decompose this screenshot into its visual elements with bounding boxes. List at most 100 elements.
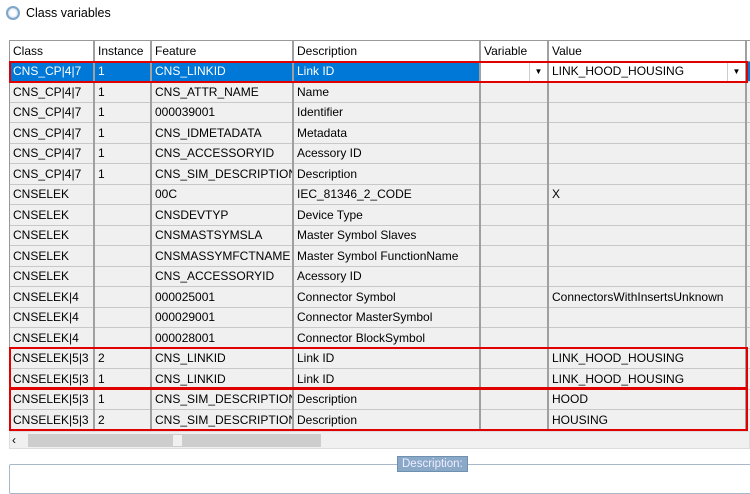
table-row[interactable]: CNSELEK 00C IEC_81346_2_CODE X: [10, 184, 750, 205]
table-cell[interactable]: Acessory ID: [293, 266, 481, 287]
checkbox-cell[interactable]: [746, 163, 750, 185]
table-cell[interactable]: 000029001: [151, 307, 294, 328]
table-cell[interactable]: [480, 307, 549, 328]
table-row[interactable]: CNS_CP|4|7 1 CNS_LINKID Link ID ▼ LINK_HOOD_H…: [10, 61, 750, 82]
checkbox-cell[interactable]: [746, 245, 750, 267]
table-cell[interactable]: HOOD: [548, 389, 747, 410]
checkbox-cell[interactable]: [746, 143, 750, 164]
table-cell[interactable]: Acessory ID: [293, 143, 481, 164]
table-cell[interactable]: LINK_HOOD_HOUSING: [548, 348, 747, 369]
table-cell[interactable]: CNS_CP|4|7: [10, 102, 95, 123]
table-cell[interactable]: HOUSING: [548, 409, 747, 430]
checkbox-cell[interactable]: [746, 204, 750, 226]
table-cell[interactable]: IEC_81346_2_CODE: [293, 184, 481, 205]
table-cell[interactable]: CNS_LINKID: [151, 368, 294, 390]
table-cell[interactable]: [94, 184, 152, 205]
table-row[interactable]: CNSELEK|5|3 2 CNS_LINKID Link ID LINK_HOOD_H…: [10, 348, 750, 369]
table-cell[interactable]: [480, 204, 549, 226]
table-cell[interactable]: Name: [293, 81, 481, 103]
checkbox-cell[interactable]: [746, 348, 750, 369]
table-row[interactable]: CNSELEK|5|3 1 CNS_SIM_DESCRIPTION Descripti…: [10, 389, 750, 410]
table-cell[interactable]: CNSELEK|4: [10, 286, 95, 308]
checkbox-cell[interactable]: [746, 225, 750, 246]
table-cell[interactable]: 00C: [151, 184, 294, 205]
table-row[interactable]: CNSELEK CNS_ACCESSORYID Acessory ID: [10, 266, 750, 287]
table-row[interactable]: CNS_CP|4|7 1 000039001 Identifier: [10, 102, 750, 123]
checkbox-cell[interactable]: [746, 327, 750, 349]
column-header[interactable]: Description: [293, 41, 481, 62]
scrollbar-track[interactable]: [28, 434, 321, 447]
table-cell[interactable]: LINK_HOOD_HOUSING: [548, 368, 747, 390]
table-cell[interactable]: [480, 122, 549, 144]
table-cell[interactable]: CNSELEK|5|3: [10, 409, 95, 430]
table-cell[interactable]: CNSELEK: [10, 266, 95, 287]
column-header[interactable]: [746, 41, 750, 62]
table-row[interactable]: CNSELEK|5|3 1 CNS_LINKID Link ID LINK_HOOD_H…: [10, 368, 750, 390]
table-cell[interactable]: [548, 204, 747, 226]
column-header[interactable]: Instance: [94, 41, 152, 62]
table-cell[interactable]: Connector BlockSymbol: [293, 327, 481, 349]
column-header[interactable]: Value: [548, 41, 747, 62]
table-cell[interactable]: [480, 102, 549, 123]
table-row[interactable]: CNSELEK CNSDEVTYP Device Type: [10, 204, 750, 226]
table-cell[interactable]: 2: [94, 409, 152, 430]
table-row[interactable]: CNSELEK|4 000029001 Connector MasterSymbol: [10, 307, 750, 328]
column-header[interactable]: Class: [10, 41, 95, 62]
table-cell[interactable]: Description: [293, 409, 481, 430]
table-cell[interactable]: X: [548, 184, 747, 205]
class-variables-table[interactable]: Class Instance Feature Description Variable V…: [9, 40, 750, 430]
table-cell[interactable]: CNSELEK: [10, 184, 95, 205]
column-header[interactable]: Variable: [480, 41, 549, 62]
table-cell[interactable]: 000039001: [151, 102, 294, 123]
table-cell[interactable]: [480, 184, 549, 205]
table-cell[interactable]: Device Type: [293, 204, 481, 226]
table-cell[interactable]: CNS_SIM_DESCRIPTION: [151, 409, 294, 430]
table-cell[interactable]: Master Symbol FunctionName: [293, 245, 481, 267]
table-cell[interactable]: [548, 245, 747, 267]
table-cell[interactable]: [480, 143, 549, 164]
table-cell[interactable]: [94, 307, 152, 328]
table-cell[interactable]: CNS_LINKID: [151, 348, 294, 369]
table-cell[interactable]: [480, 348, 549, 369]
table-cell[interactable]: [480, 368, 549, 390]
table-cell[interactable]: 1: [94, 102, 152, 123]
table-cell[interactable]: [548, 225, 747, 246]
table-cell[interactable]: CNS_SIM_DESCRIPTION: [151, 389, 294, 410]
table-cell[interactable]: Link ID: [293, 348, 481, 369]
table-cell[interactable]: 1: [94, 61, 152, 82]
table-cell[interactable]: [480, 409, 549, 430]
table-cell[interactable]: CNSMASTSYMSLA: [151, 225, 294, 246]
table-row[interactable]: CNSELEK|4 000025001 Connector Symbol Connec…: [10, 286, 750, 308]
chevron-down-icon[interactable]: ▼: [727, 61, 744, 81]
table-cell[interactable]: CNS_SIM_DESCRIPTION: [151, 163, 294, 185]
checkbox-cell[interactable]: [746, 389, 750, 410]
table-cell[interactable]: 2: [94, 348, 152, 369]
table-cell[interactable]: 1: [94, 368, 152, 390]
table-cell[interactable]: [548, 122, 747, 144]
table-cell[interactable]: 1: [94, 389, 152, 410]
table-cell[interactable]: CNS_IDMETADATA: [151, 122, 294, 144]
table-cell[interactable]: CNSELEK|5|3: [10, 389, 95, 410]
scroll-left-icon[interactable]: ‹: [12, 433, 16, 447]
table-row[interactable]: CNS_CP|4|7 1 CNS_ATTR_NAME Name: [10, 81, 750, 103]
table-cell[interactable]: CNS_ACCESSORYID: [151, 266, 294, 287]
table-cell[interactable]: CNS_CP|4|7: [10, 61, 95, 82]
table-cell[interactable]: LINK_HOOD_HOUSING ▼: [548, 61, 747, 82]
table-cell[interactable]: [94, 286, 152, 308]
table-cell[interactable]: Metadata: [293, 122, 481, 144]
table-cell[interactable]: [94, 266, 152, 287]
checkbox-cell[interactable]: [746, 266, 750, 287]
table-cell[interactable]: [548, 266, 747, 287]
table-cell[interactable]: Link ID: [293, 368, 481, 390]
table-cell[interactable]: [548, 163, 747, 185]
table-cell[interactable]: CNSELEK: [10, 245, 95, 267]
chevron-down-icon[interactable]: ▼: [529, 61, 546, 81]
table-cell[interactable]: CNSELEK|5|3: [10, 368, 95, 390]
table-cell[interactable]: CNS_ATTR_NAME: [151, 81, 294, 103]
table-row[interactable]: CNSELEK CNSMASTSYMSLA Master Symbol Slaves: [10, 225, 750, 246]
table-cell[interactable]: [548, 143, 747, 164]
table-cell[interactable]: [548, 102, 747, 123]
table-cell[interactable]: 000028001: [151, 327, 294, 349]
table-row[interactable]: CNSELEK CNSMASSYMFCTNAME Master Symbol Fun…: [10, 245, 750, 267]
table-cell[interactable]: 000025001: [151, 286, 294, 308]
